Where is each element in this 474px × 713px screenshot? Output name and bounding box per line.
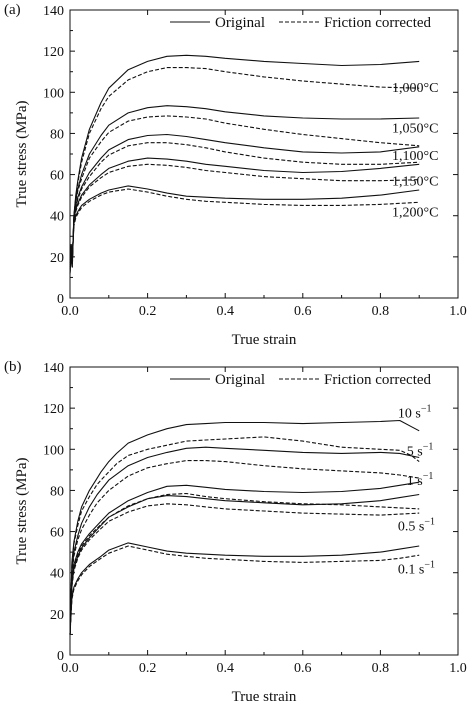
chart-svg: 0.0 0.2 0.4 0.6 0.8 1.0 0 20 40 60 80 100 120 140 True… xyxy=(14,4,467,348)
annotation-text: 1,000°C xyxy=(392,81,438,96)
x-tick-label: 0.6 xyxy=(294,661,312,676)
legend-label: Friction corrected xyxy=(324,15,432,31)
original-curve xyxy=(69,493,420,635)
original-curve xyxy=(69,419,420,635)
x-axis-label: True strain xyxy=(232,332,297,348)
curve-annotation: 0.1 s−1 xyxy=(398,560,435,578)
friction-corrected-curve xyxy=(69,67,420,274)
x-tick-label: 0.2 xyxy=(139,304,157,319)
friction-corrected-curve xyxy=(69,163,420,266)
chart-panel-b: (b) 0.0 0.2 0.4 0.6 0.8 1.0 0 20 40 60 80 100 120 140… xyxy=(0,357,474,713)
annotation-text: 1,150°C xyxy=(392,175,438,190)
original-curve xyxy=(69,133,420,268)
friction-corrected-curve xyxy=(69,460,420,635)
x-tick-label: 0.0 xyxy=(61,304,79,319)
x-tick-label: 0.4 xyxy=(216,661,234,676)
y-tick-label: 40 xyxy=(50,210,64,225)
y-tick-label: 80 xyxy=(50,484,64,499)
y-tick-label: 0 xyxy=(57,292,64,307)
panel-label: (a) xyxy=(4,2,21,18)
original-curve xyxy=(69,446,420,635)
y-tick-label: 20 xyxy=(50,251,64,266)
curve-annotation: 10 s−1 xyxy=(398,403,432,421)
y-tick-label: 60 xyxy=(50,526,64,541)
x-tick-label: 1.0 xyxy=(449,661,467,676)
annotation-text: 0.5 s xyxy=(398,519,424,534)
original-curve xyxy=(69,185,420,264)
y-tick-label: 120 xyxy=(43,402,64,417)
legend-label: Original xyxy=(215,15,265,31)
y-tick-label: 100 xyxy=(43,443,64,458)
panel-label: (b) xyxy=(4,359,22,375)
x-tick-label: 0.6 xyxy=(294,304,312,319)
annotation-superscript: −1 xyxy=(424,516,435,527)
curve-annotation: 0.5 s−1 xyxy=(398,516,435,534)
annotation-text: 1,050°C xyxy=(392,121,438,136)
y-tick-label: 60 xyxy=(50,169,64,184)
annotation-text: 0.1 s xyxy=(398,563,424,578)
y-tick-label: 80 xyxy=(50,127,64,142)
chart-panel-a: (a) 0.0 0.2 0.4 0.6 0.8 1.0 0 20 40 60 80 100 120 140… xyxy=(0,0,474,356)
x-tick-label: 0.4 xyxy=(216,304,234,319)
annotation-superscript: −1 xyxy=(421,403,432,414)
friction-corrected-curve xyxy=(69,115,420,270)
curve-annotation: 5 s−1 xyxy=(407,441,434,459)
curve-annotation: 1,150°C xyxy=(392,175,438,190)
friction-corrected-curve xyxy=(69,142,420,268)
y-axis-label: True stress (MPa) xyxy=(14,458,30,565)
friction-corrected-curve xyxy=(69,545,420,635)
legend-label: Original xyxy=(215,372,265,388)
friction-corrected-curve xyxy=(69,436,420,635)
curve-annotation: 1,200°C xyxy=(392,206,438,221)
curve-annotation: 1,050°C xyxy=(392,121,438,136)
y-axis-label: True stress (MPa) xyxy=(14,101,30,208)
legend-label: Friction corrected xyxy=(324,372,432,388)
friction-corrected-curve xyxy=(69,188,420,264)
annotation-text: 1,200°C xyxy=(392,206,438,221)
annotation-superscript: −1 xyxy=(424,560,435,571)
original-curve xyxy=(69,481,420,635)
annotation-text: 5 s xyxy=(407,444,423,459)
y-tick-label: 120 xyxy=(43,45,64,60)
x-tick-label: 0.2 xyxy=(139,661,157,676)
annotation-superscript: −1 xyxy=(423,471,434,482)
x-tick-label: 0.8 xyxy=(372,661,390,676)
annotation-text: 1,100°C xyxy=(392,149,438,164)
y-tick-label: 0 xyxy=(57,649,64,664)
y-tick-label: 40 xyxy=(50,567,64,582)
annotation-text: 1 s xyxy=(407,474,423,489)
y-tick-label: 140 xyxy=(43,361,64,376)
x-tick-label: 0.8 xyxy=(372,304,390,319)
y-tick-label: 20 xyxy=(50,608,64,623)
curve-annotation: 1,100°C xyxy=(392,149,438,164)
curve-annotation: 1 s−1 xyxy=(407,471,434,489)
x-tick-label: 0.0 xyxy=(61,661,79,676)
friction-corrected-curve xyxy=(69,503,420,635)
annotation-superscript: −1 xyxy=(423,441,434,452)
annotation-text: 10 s xyxy=(398,406,421,421)
chart-svg: 0.0 0.2 0.4 0.6 0.8 1.0 0 20 40 60 80 100 120 140 True… xyxy=(14,361,467,705)
x-tick-label: 1.0 xyxy=(449,304,467,319)
original-curve xyxy=(69,542,420,635)
original-curve xyxy=(69,157,420,266)
y-tick-label: 140 xyxy=(43,4,64,19)
x-axis-label: True strain xyxy=(232,689,297,705)
y-tick-label: 100 xyxy=(43,86,64,101)
curve-annotation: 1,000°C xyxy=(392,81,438,96)
